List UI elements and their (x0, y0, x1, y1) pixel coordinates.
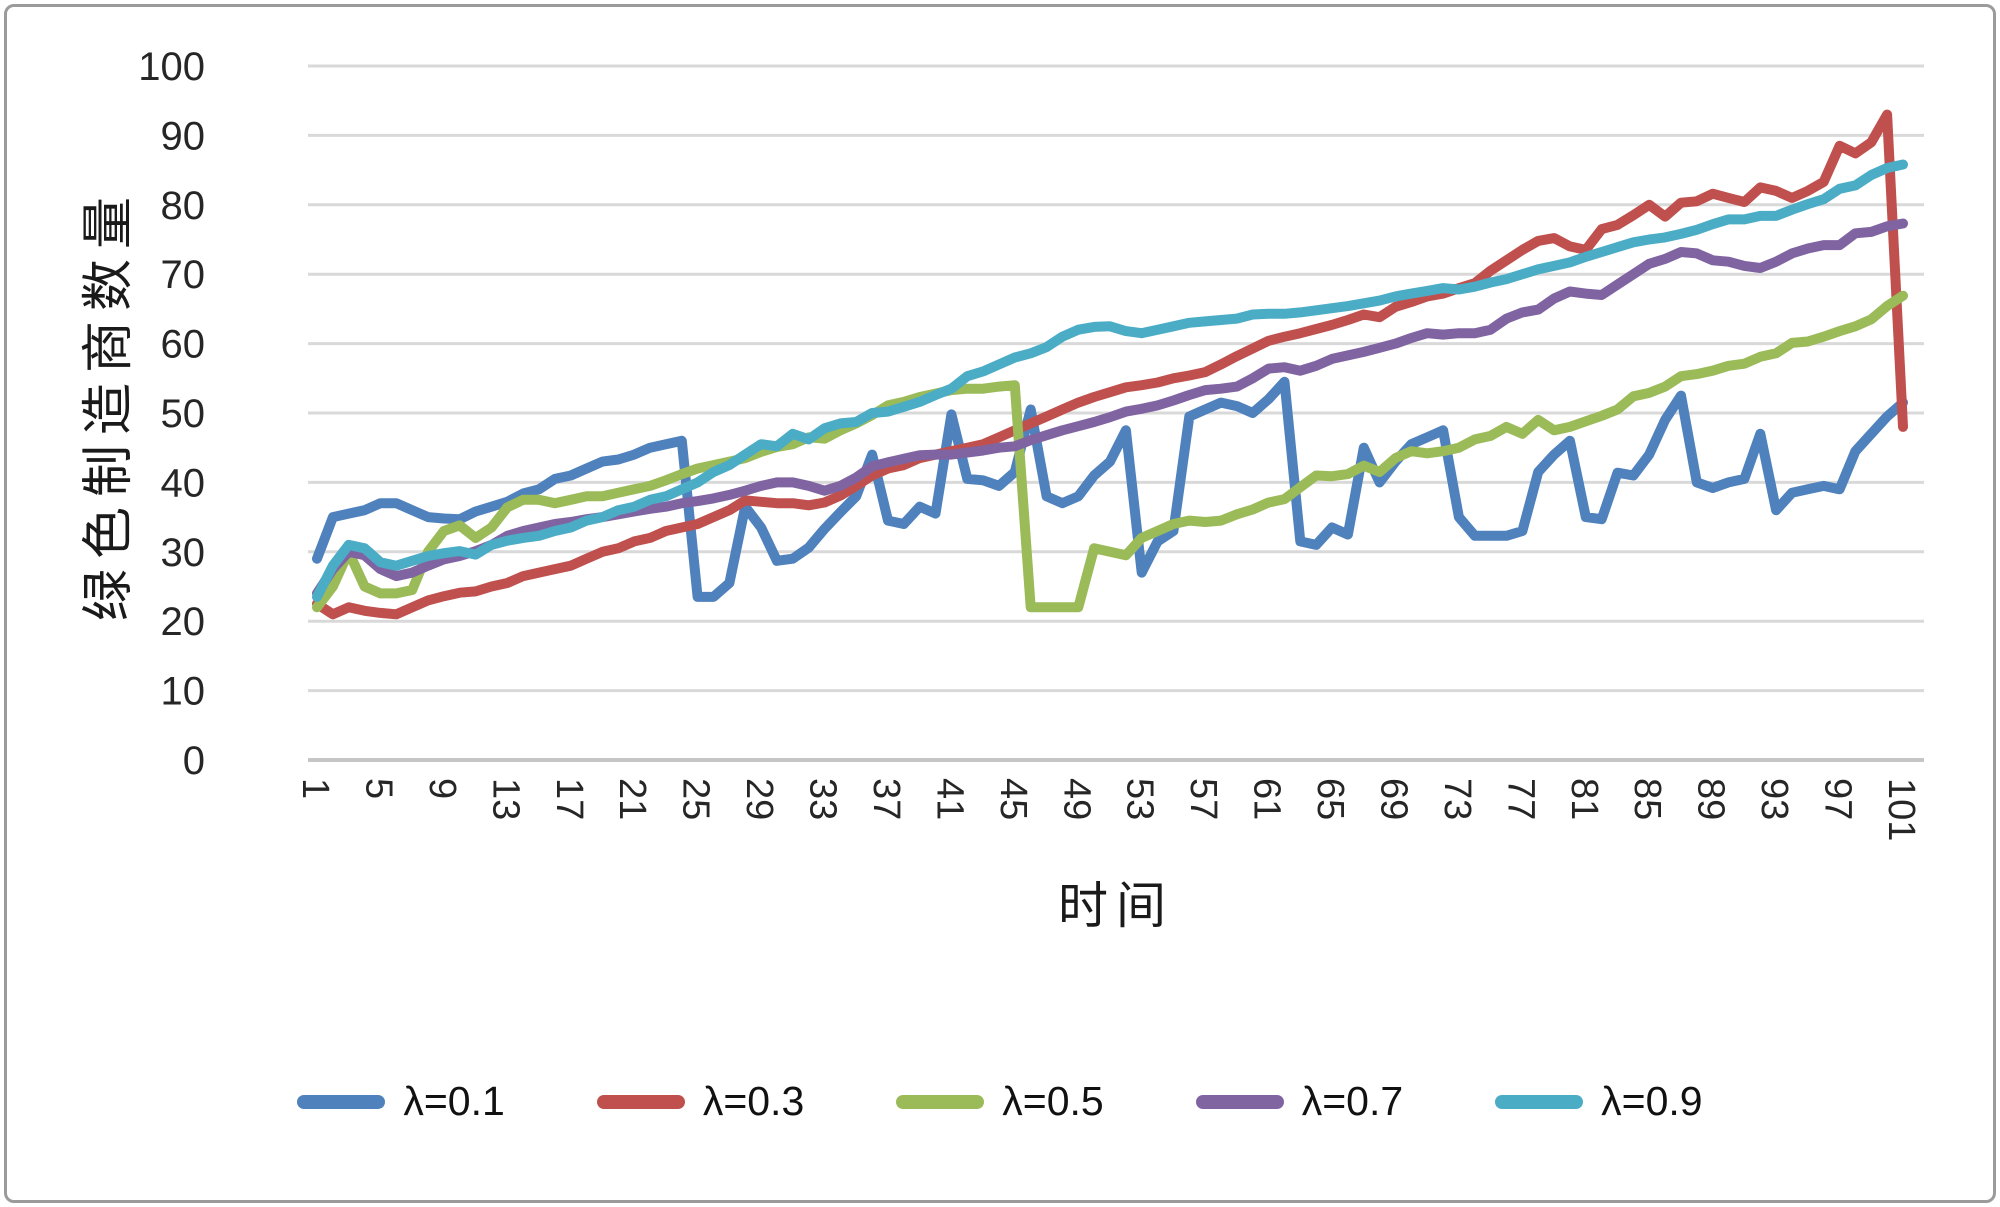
x-tick-label: 85 (1626, 778, 1668, 820)
legend-item-λ=0.7: λ=0.7 (1195, 1078, 1404, 1125)
y-tick-label: 20 (161, 600, 206, 644)
legend-item-label: λ=0.1 (403, 1078, 505, 1124)
legend-swatch (896, 1094, 985, 1109)
legend-item-label: λ=0.5 (1002, 1078, 1104, 1124)
legend-item-label: λ=0.3 (702, 1078, 805, 1124)
x-tick-label: 69 (1372, 778, 1414, 820)
x-tick-label: 21 (611, 778, 653, 820)
y-tick-label: 70 (161, 253, 206, 297)
y-tick-label: 100 (138, 45, 205, 89)
series-line-λ=0.3 (312, 109, 1908, 620)
legend-swatch (1195, 1094, 1284, 1109)
legend-item-λ=0.5: λ=0.5 (896, 1078, 1104, 1125)
x-tick-label: 25 (675, 778, 717, 820)
legend-item-label: λ=0.9 (1601, 1078, 1703, 1124)
x-tick-label: 5 (357, 778, 399, 799)
x-tick-label: 37 (865, 778, 907, 820)
legend-item-label: λ=0.7 (1301, 1078, 1404, 1124)
x-tick-label: 73 (1436, 778, 1478, 820)
legend-item-λ=0.9: λ=0.9 (1495, 1078, 1703, 1125)
x-tick-label: 61 (1246, 778, 1288, 820)
x-tick-label: 29 (738, 778, 780, 820)
x-tick-label: 77 (1499, 778, 1541, 820)
x-tick-label: 41 (928, 778, 970, 820)
x-tick-label: 13 (484, 778, 526, 820)
x-tick-label: 49 (1055, 778, 1097, 820)
x-tick-label: 57 (1182, 778, 1224, 820)
y-axis-title: 绿色制造商数量 (80, 187, 138, 622)
legend-item-λ=0.1: λ=0.1 (297, 1078, 505, 1125)
legend-swatch (596, 1094, 685, 1109)
x-tick-label: 65 (1309, 778, 1351, 820)
x-tick-label: 81 (1563, 778, 1605, 820)
x-tick-label: 93 (1753, 778, 1795, 820)
x-tick-label: 53 (1119, 778, 1161, 820)
y-tick-label: 80 (161, 184, 206, 228)
x-tick-label: 17 (548, 778, 590, 820)
y-tick-label: 90 (161, 114, 206, 158)
x-tick-label: 97 (1817, 778, 1859, 820)
x-tick-label: 1 (294, 778, 336, 799)
y-tick-label: 10 (161, 670, 206, 714)
legend: λ=0.1 λ=0.3 λ=0.5 λ=0.7 λ=0.9 (0, 1078, 2000, 1125)
legend-swatch (297, 1094, 386, 1109)
x-tick-label: 9 (421, 778, 463, 799)
x-tick-label: 89 (1690, 778, 1732, 820)
series-line-λ=0.1 (312, 376, 1908, 602)
y-tick-label: 50 (161, 392, 206, 436)
series-line-λ=0.9 (312, 159, 1908, 602)
legend-item-λ=0.3: λ=0.3 (596, 1078, 805, 1125)
series-line-λ=0.7 (312, 218, 1908, 599)
y-tick-label: 60 (161, 323, 206, 367)
y-tick-label: 30 (161, 531, 206, 575)
x-axis-title: 时间 (1058, 878, 1174, 934)
x-tick-label: 33 (802, 778, 844, 820)
series-line-λ=0.5 (312, 290, 1908, 613)
y-tick-label: 40 (161, 461, 206, 505)
y-tick-label: 0 (183, 739, 205, 783)
legend-swatch (1495, 1094, 1584, 1109)
x-tick-label: 101 (1880, 778, 1922, 841)
x-tick-label: 45 (992, 778, 1034, 820)
